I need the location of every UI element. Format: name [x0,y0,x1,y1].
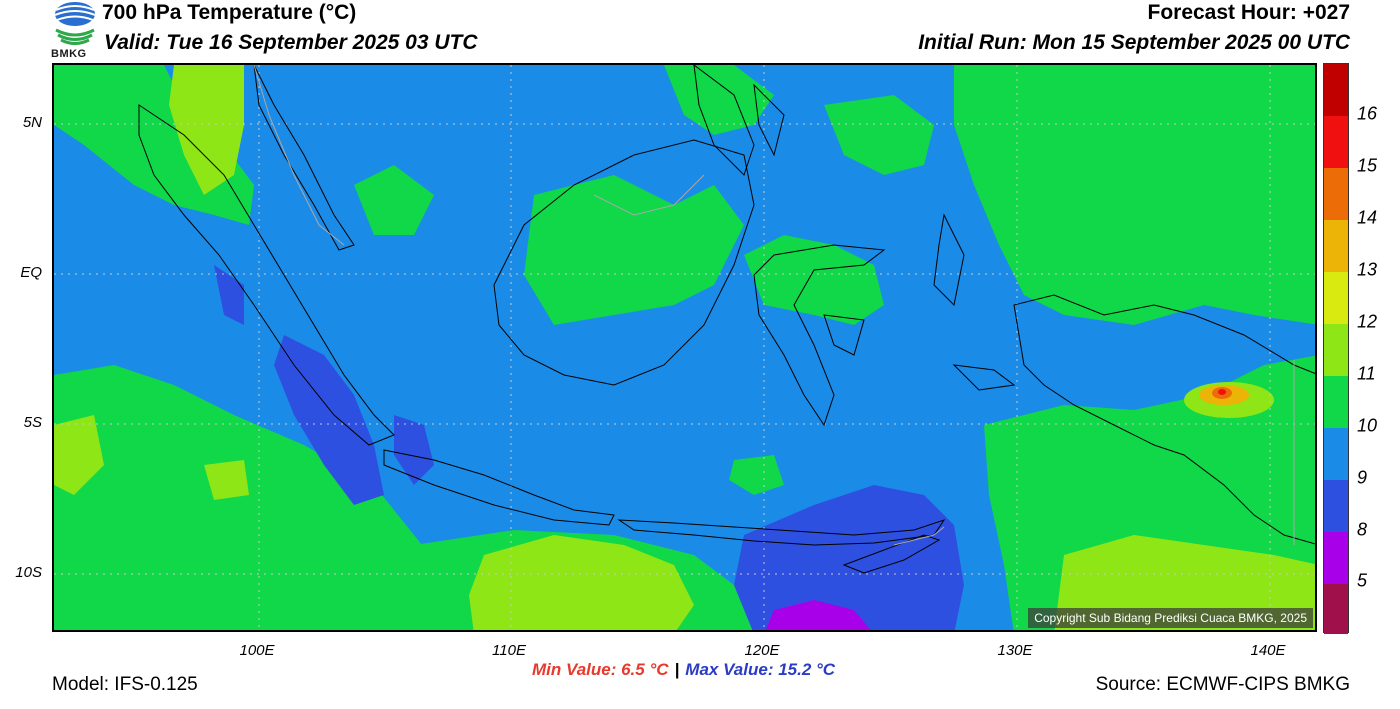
lon-label-130e: 130E [997,642,1033,659]
colorbar-segment [1324,428,1348,480]
field-5-8 [765,600,871,630]
separator: | [674,660,680,679]
colorbar-tick: 14 [1357,207,1378,228]
colorbar-tick: 9 [1357,467,1368,488]
gridlines [54,65,1315,630]
lat-label-5s: 5S [23,414,42,431]
initial-run: Initial Run: Mon 15 September 2025 00 UT… [918,31,1350,54]
min-max-values: Min Value: 6.5 °C | Max Value: 15.2 °C [532,660,835,680]
lon-label-120e: 120E [744,642,780,659]
model-label: Model: IFS-0.125 [52,674,198,695]
colorbar [1323,63,1349,634]
colorbar-tick: 11 [1357,363,1376,384]
colorbar-segment [1324,584,1348,634]
copyright-notice: Copyright Sub Bidang Prediksi Cuaca BMKG… [1028,608,1313,628]
colorbar-tick: 15 [1357,155,1378,176]
field-11-12 [54,65,1315,630]
colorbar-segment [1324,220,1348,272]
max-value: Max Value: 15.2 °C [685,660,836,679]
lon-label-110e: 110E [492,642,526,659]
colorbar-segment [1324,272,1348,324]
field-8-9 [214,265,964,630]
colorbar-tick: 13 [1357,259,1378,280]
colorbar-tick: 12 [1357,311,1378,332]
colorbar-segment [1324,480,1348,532]
colorbar-tick: 8 [1357,519,1368,540]
lon-label-140e: 140E [1250,642,1286,659]
temperature-map: Copyright Sub Bidang Prediksi Cuaca BMKG… [52,63,1317,632]
forecast-hour: Forecast Hour: +027 [1147,1,1351,24]
colorbar-tick: 10 [1357,415,1378,436]
lon-label-100e: 100E [239,642,275,659]
coastlines [138,65,1315,574]
colorbar-tick: 5 [1357,570,1368,591]
lat-label-10s: 10S [15,564,42,581]
borders [253,65,1295,546]
map-canvas [54,65,1315,630]
lat-label-eq: EQ [20,264,42,281]
colorbar-segment [1324,376,1348,428]
bmkg-logo [50,0,100,60]
min-value: Min Value: 6.5 °C [532,660,669,679]
colorbar-segment [1324,532,1348,584]
colorbar-tick: 16 [1357,103,1378,124]
logo-text: BMKG [51,48,87,60]
map-title: 700 hPa Temperature (°C) [102,1,357,24]
lat-label-5n: 5N [22,114,42,131]
colorbar-segment [1324,116,1348,168]
colorbar-segment [1324,324,1348,376]
valid-time: Valid: Tue 16 September 2025 03 UTC [104,31,478,54]
field-warm-papua [1184,382,1274,418]
colorbar-segment [1324,168,1348,220]
source-label: Source: ECMWF-CIPS BMKG [1095,674,1350,695]
colorbar-segment [1324,64,1348,116]
